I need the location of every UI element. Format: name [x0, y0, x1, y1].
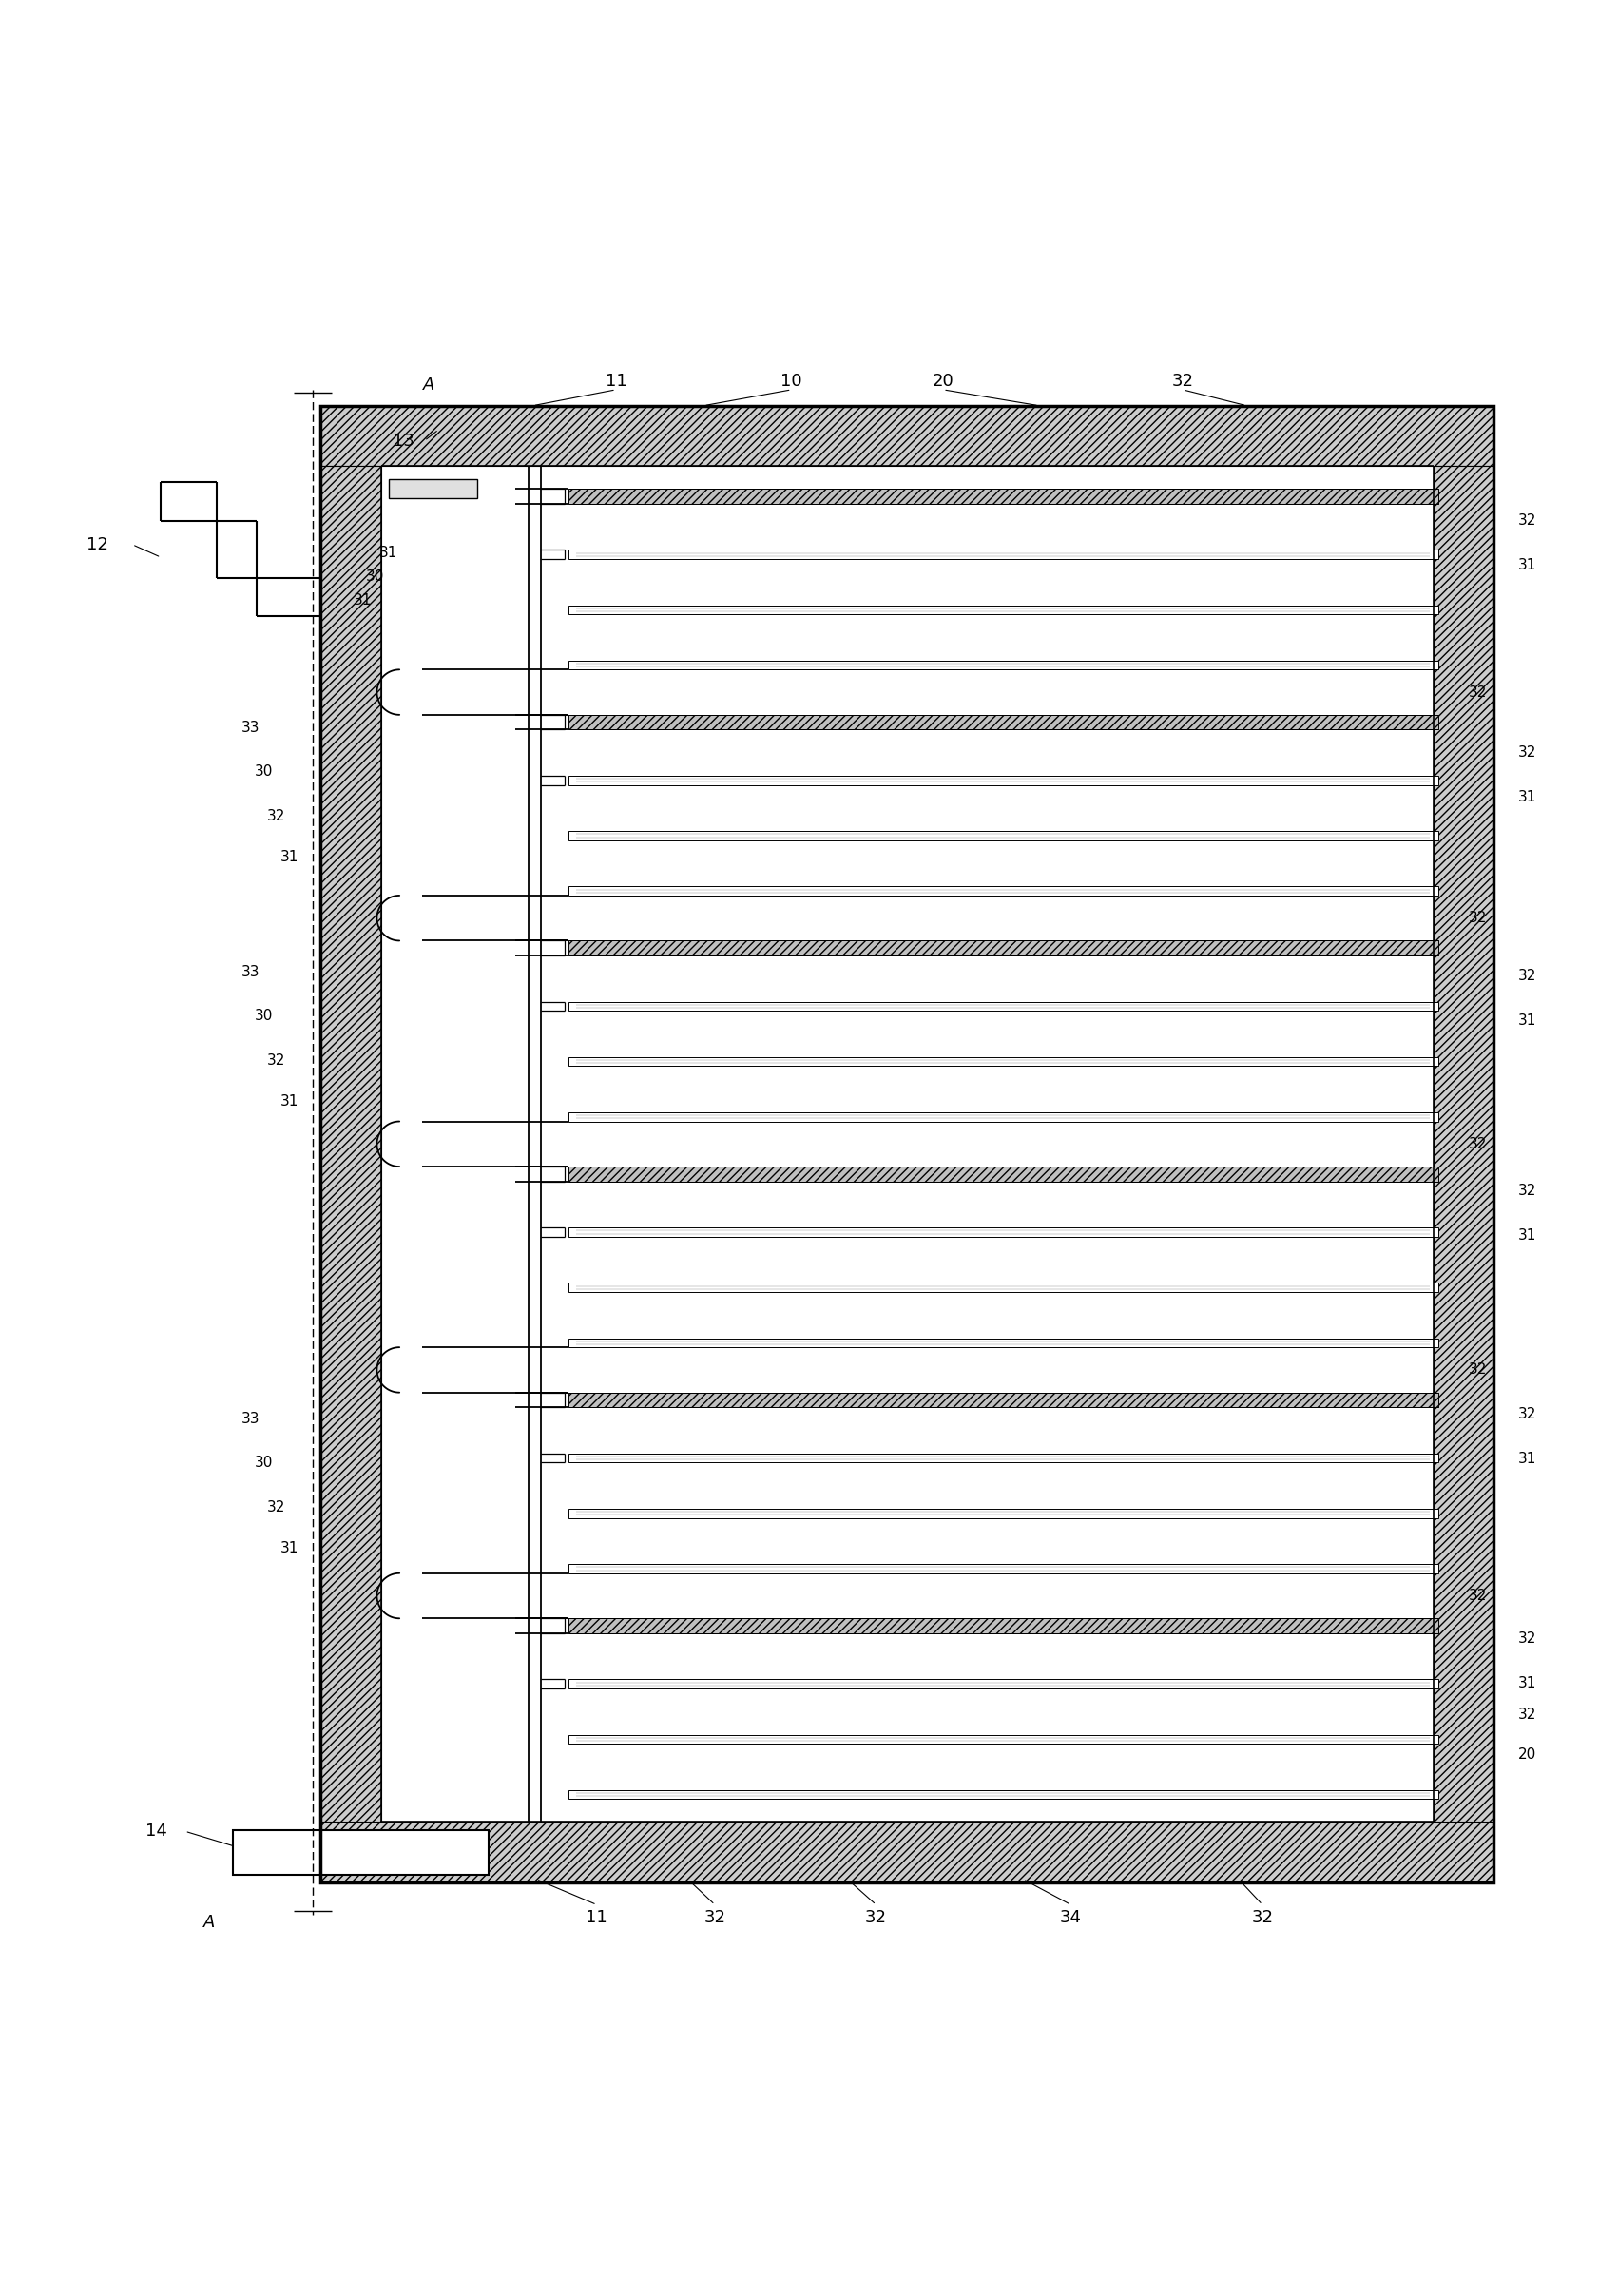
Text: A: A	[203, 1915, 214, 1931]
Bar	[233, 1830, 488, 1874]
Text: 30: 30	[254, 765, 273, 778]
Text: 31: 31	[1517, 1228, 1537, 1242]
Text: 20: 20	[932, 374, 955, 390]
Text: 32: 32	[1517, 969, 1537, 983]
Bar	[320, 466, 381, 1821]
Text: 32: 32	[267, 1054, 286, 1068]
Bar	[568, 1791, 1438, 1800]
Text: 32: 32	[1517, 1185, 1537, 1199]
Text: 31: 31	[1517, 790, 1537, 804]
Text: 33: 33	[241, 721, 261, 735]
Text: 32: 32	[704, 1908, 726, 1926]
Text: 14: 14	[146, 1823, 166, 1839]
Text: 33: 33	[241, 964, 261, 980]
Bar	[568, 661, 1438, 670]
Text: 10: 10	[780, 374, 803, 390]
Text: A: A	[424, 377, 435, 393]
Text: 30: 30	[366, 569, 384, 583]
Bar	[389, 480, 477, 498]
Text: 20: 20	[1517, 1747, 1537, 1761]
Text: 30: 30	[254, 1008, 273, 1022]
Bar	[568, 886, 1438, 895]
Bar	[320, 1821, 1493, 1883]
Bar	[320, 406, 1493, 1883]
Text: 32: 32	[1469, 684, 1487, 700]
Bar	[320, 406, 1493, 466]
Bar	[568, 1056, 1438, 1065]
Bar	[568, 1678, 1438, 1688]
Text: 31: 31	[353, 592, 371, 608]
Bar	[568, 489, 1438, 503]
Text: 32: 32	[267, 808, 286, 822]
Text: 32: 32	[1469, 1137, 1487, 1150]
Text: 31: 31	[1517, 1451, 1537, 1467]
Bar	[568, 1166, 1438, 1180]
Bar	[1433, 466, 1493, 1821]
Bar	[568, 1391, 1438, 1407]
Text: 12: 12	[86, 535, 109, 553]
Text: 11: 11	[604, 374, 627, 390]
Text: 34: 34	[1060, 1908, 1083, 1926]
Bar	[568, 1564, 1438, 1573]
Text: 31: 31	[280, 1095, 299, 1109]
Text: 31: 31	[1517, 558, 1537, 572]
Text: 31: 31	[1517, 1676, 1537, 1690]
Text: 32: 32	[1517, 744, 1537, 760]
Bar	[568, 714, 1438, 730]
Bar	[568, 1736, 1438, 1743]
Bar	[568, 831, 1438, 840]
Text: 32: 32	[1172, 374, 1193, 390]
Text: 31: 31	[280, 850, 299, 866]
Bar	[568, 1283, 1438, 1293]
Bar	[568, 549, 1438, 558]
Bar	[568, 1453, 1438, 1463]
Bar	[568, 1339, 1438, 1348]
Text: 32: 32	[1517, 1630, 1537, 1646]
Text: 32: 32	[1469, 1364, 1487, 1378]
Text: 32: 32	[1252, 1908, 1273, 1926]
Bar	[568, 1508, 1438, 1518]
Text: 32: 32	[267, 1499, 286, 1515]
Bar	[568, 1001, 1438, 1010]
Text: 31: 31	[280, 1541, 299, 1557]
Text: 32: 32	[1469, 912, 1487, 925]
Text: 32: 32	[865, 1908, 887, 1926]
Text: 30: 30	[254, 1456, 273, 1469]
Text: 13: 13	[393, 432, 414, 450]
Text: 31: 31	[1517, 1013, 1537, 1026]
Bar	[568, 941, 1438, 955]
Bar	[568, 1111, 1438, 1120]
Bar	[568, 1619, 1438, 1632]
Bar	[568, 606, 1438, 615]
Text: 11: 11	[585, 1908, 608, 1926]
Text: 31: 31	[379, 546, 397, 560]
Text: 32: 32	[1469, 1589, 1487, 1603]
Bar	[568, 1228, 1438, 1238]
Text: 32: 32	[1517, 514, 1537, 528]
Text: 33: 33	[241, 1412, 261, 1426]
Bar	[568, 776, 1438, 785]
Text: 32: 32	[1517, 1407, 1537, 1421]
Text: 32: 32	[1517, 1708, 1537, 1722]
